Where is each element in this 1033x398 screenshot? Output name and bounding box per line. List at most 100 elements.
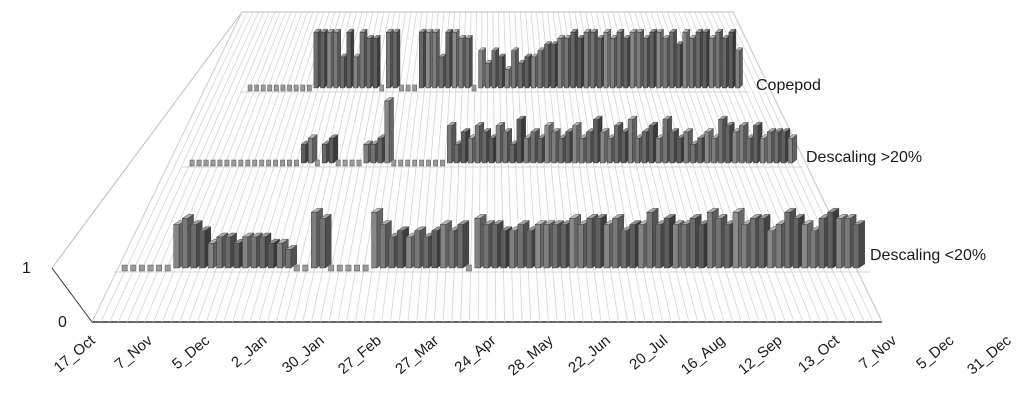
bar bbox=[655, 137, 661, 164]
bar bbox=[524, 56, 529, 89]
bar-empty bbox=[238, 159, 244, 167]
bar-side bbox=[462, 220, 470, 269]
bar bbox=[648, 125, 654, 164]
bar bbox=[801, 224, 808, 269]
bar bbox=[558, 137, 564, 164]
bar bbox=[372, 38, 378, 89]
bar-empty bbox=[203, 159, 209, 167]
bar-side bbox=[396, 28, 401, 89]
bar bbox=[384, 100, 390, 164]
bar bbox=[579, 137, 584, 164]
bar bbox=[465, 38, 470, 89]
bar bbox=[620, 230, 627, 269]
bar-side bbox=[377, 34, 381, 89]
bar-empty bbox=[189, 159, 195, 167]
bar-empty bbox=[210, 159, 216, 167]
bar bbox=[207, 242, 214, 269]
bar bbox=[457, 224, 464, 269]
x-tick-label: 7_Nov bbox=[856, 332, 901, 373]
bar-empty bbox=[336, 264, 343, 272]
bar-empty bbox=[419, 159, 425, 167]
bar bbox=[682, 32, 688, 89]
bar bbox=[313, 32, 319, 89]
bar bbox=[504, 69, 510, 89]
bar bbox=[569, 218, 575, 269]
bar-empty bbox=[164, 264, 171, 272]
bar-empty bbox=[356, 159, 362, 167]
bar bbox=[616, 32, 622, 89]
bar bbox=[704, 131, 710, 164]
bar bbox=[276, 242, 283, 269]
bar bbox=[511, 50, 516, 89]
bar bbox=[586, 218, 593, 269]
bar bbox=[422, 236, 429, 269]
bar bbox=[447, 125, 452, 164]
bar bbox=[474, 218, 481, 269]
bar bbox=[491, 224, 498, 269]
bar bbox=[495, 125, 501, 164]
bar bbox=[792, 218, 799, 269]
bar bbox=[638, 224, 644, 269]
bar bbox=[695, 32, 701, 89]
bar bbox=[600, 131, 605, 164]
bar bbox=[425, 32, 431, 89]
bar bbox=[586, 131, 591, 164]
bar bbox=[530, 131, 536, 164]
bar-empty bbox=[328, 264, 335, 272]
bar-empty bbox=[302, 264, 309, 272]
bar bbox=[543, 224, 550, 269]
bar bbox=[550, 44, 556, 89]
bar bbox=[572, 125, 577, 164]
bar bbox=[775, 224, 782, 269]
bar bbox=[537, 137, 543, 164]
bar bbox=[676, 137, 682, 164]
bar-empty bbox=[412, 159, 418, 167]
bar bbox=[498, 56, 503, 89]
bar bbox=[760, 137, 765, 164]
bar-empty bbox=[465, 264, 472, 272]
bar bbox=[458, 38, 464, 89]
bar bbox=[767, 230, 773, 269]
bar bbox=[560, 224, 567, 269]
bar-empty bbox=[294, 159, 299, 167]
bar bbox=[835, 218, 842, 269]
bar bbox=[517, 224, 524, 269]
x-tick-label: 7_Nov bbox=[112, 332, 157, 373]
bar bbox=[715, 218, 722, 269]
bar bbox=[629, 32, 635, 89]
bar-empty bbox=[354, 264, 360, 272]
bar bbox=[702, 32, 707, 89]
bar bbox=[706, 211, 713, 269]
series-label: Descaling >20% bbox=[806, 149, 922, 166]
bar bbox=[603, 224, 610, 269]
bar-empty bbox=[280, 159, 285, 167]
bar bbox=[500, 230, 507, 269]
bar bbox=[853, 224, 859, 269]
bar bbox=[451, 32, 457, 89]
x-tick-label: 30_Jan bbox=[279, 332, 328, 377]
bar-empty bbox=[471, 84, 477, 92]
bar-empty bbox=[147, 264, 154, 272]
bar bbox=[656, 32, 661, 89]
bar bbox=[216, 236, 223, 269]
bar-empty bbox=[293, 264, 300, 272]
z-tick-label: 0 bbox=[58, 314, 67, 331]
bar-empty bbox=[345, 264, 352, 272]
bar-side bbox=[739, 47, 743, 89]
bar-empty bbox=[293, 84, 299, 92]
bar bbox=[749, 218, 756, 269]
bar bbox=[481, 131, 487, 164]
bar bbox=[225, 236, 231, 269]
bar-empty bbox=[231, 159, 237, 167]
bar bbox=[517, 63, 523, 89]
bar bbox=[308, 137, 313, 164]
bar bbox=[683, 131, 689, 164]
bar bbox=[319, 218, 326, 269]
bar bbox=[405, 236, 412, 269]
bar-empty bbox=[130, 264, 137, 272]
bar-empty bbox=[254, 84, 259, 92]
bar bbox=[353, 56, 358, 89]
bar bbox=[570, 32, 576, 89]
bar bbox=[577, 224, 584, 269]
bar-empty bbox=[274, 84, 279, 92]
